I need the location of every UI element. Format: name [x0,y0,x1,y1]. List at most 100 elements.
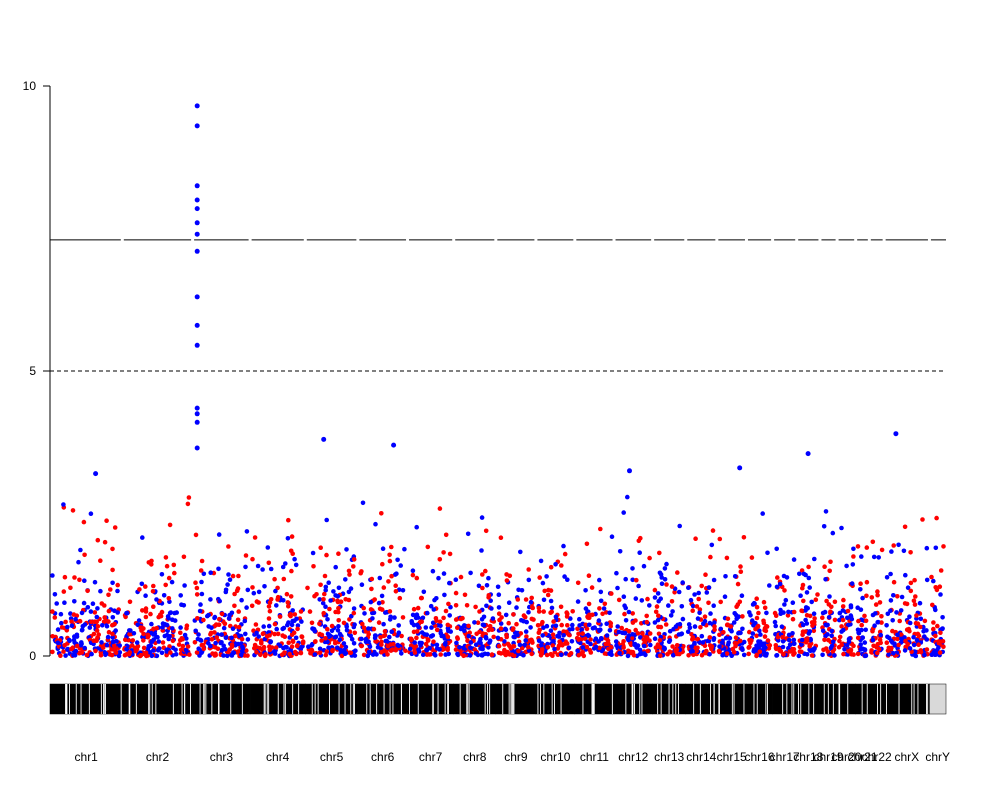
snp-point-chr15 [738,564,743,569]
track-band-chr15 [743,684,745,714]
snp-point-chr2 [185,644,191,649]
snp-point-chr1 [102,539,108,545]
track-band-chr10 [543,684,545,714]
snp-point-chr1 [117,650,123,655]
snp-point-chr12 [625,494,630,500]
track-band-chr10 [554,684,555,714]
snp-point-chr12 [623,576,628,582]
snp-point-chrX [912,652,918,658]
snp-point-chr12 [648,642,653,648]
snp-point-chr16 [750,602,756,607]
snp-point-chr15 [725,616,731,622]
snp-point-chr4 [255,563,261,569]
line-gap-5 [406,238,410,241]
snp-point-chr16 [762,605,768,611]
snp-point-chr3 [208,597,213,602]
snp-point-chr5 [322,591,327,597]
snp-point-chr3 [223,635,229,640]
track-band-chr5 [344,684,346,714]
snp-point-chr18 [813,597,819,602]
snp-point-chr5 [331,589,336,594]
snp-point-chr9 [507,573,513,579]
snp-point-chr5 [327,633,333,639]
line-gap-19 [854,238,858,241]
snp-point-chr15 [726,640,731,645]
snp-point-chr9 [503,612,509,618]
snp-point-chr19 [828,559,833,565]
snp-point-chr5 [322,573,328,579]
snp-point-chr19 [822,564,827,569]
snp-point-chr4 [272,576,277,582]
snp-point-chr12 [635,643,641,648]
snp-point-notable [805,451,811,457]
snp-point-chr15 [738,630,743,636]
snp-point-chr18 [796,653,802,659]
snp-point-chr5 [312,593,317,599]
chromosome-label-chrY: chrY [925,750,950,764]
snp-point-chr13 [676,632,682,637]
snp-point-chr6 [403,648,408,654]
snp-point-chr10 [545,592,551,598]
track-band-chr1 [80,684,82,714]
snp-point-chr8 [484,583,490,588]
snp-point-chr20 [849,616,855,622]
track-band-chr1 [69,684,70,714]
snp-point-chr6 [387,558,393,564]
snp-point-chr13 [667,649,672,654]
snp-point-chr6 [361,652,367,658]
snp-point-chr4 [299,634,305,640]
snp-point-chr15 [731,620,737,625]
snp-point-chr15 [740,647,745,653]
snp-point-chr14 [698,625,703,630]
chromosome-label-chr6: chr6 [371,750,395,764]
snp-point-chrX [902,648,908,653]
snp-point-notable [194,123,200,129]
snp-point-chr17 [779,624,785,629]
snp-point-chr14 [695,636,701,642]
y-tick-label-0: 0 [29,649,36,663]
snp-point-chr6 [389,573,394,579]
snp-point-chr3 [234,588,240,594]
snp-point-chr10 [559,622,564,628]
track-band-chr7 [437,684,439,714]
snp-point-chr2 [149,653,155,659]
snp-point-chr20 [840,604,846,609]
snp-point-chr14 [690,608,695,613]
snp-point-chr1 [61,589,67,594]
snp-point-chr8 [453,577,459,582]
snp-point-chr14 [692,624,698,629]
snp-point-chr7 [442,592,447,598]
snp-point-chr3 [198,602,203,607]
snp-point-chr9 [524,634,529,639]
snp-point-chr9 [519,588,525,593]
track-band-chr6 [369,684,371,714]
snp-point-chr5 [352,653,358,658]
snp-point-chr4 [286,640,292,645]
snp-point-chr18 [799,568,805,573]
snp-point-chr3 [221,625,227,631]
snp-point-chr17 [782,588,787,593]
snp-point-chr15 [738,569,744,574]
snp-point-chr21 [864,545,870,550]
snp-point-chr13 [652,620,658,625]
snp-point-chr15 [739,593,745,598]
snp-point-chr3 [229,635,234,641]
track-band-chr10 [560,684,562,714]
snp-point-chr6 [383,610,388,615]
snp-point-chr14 [690,635,696,640]
chromosome-label-chr20: chr20 [831,750,861,764]
track-band-chr8 [489,684,491,714]
snp-point-chr5 [306,644,311,649]
snp-point-chr12 [622,630,628,636]
snp-point-chr17 [790,600,796,605]
snp-point-chr2 [160,625,165,630]
snp-point-chr21 [859,554,864,559]
line-gap-2 [248,238,252,241]
snp-point-chrX [889,645,894,651]
snp-point-chr7 [416,649,422,654]
snp-point-chr7 [448,629,454,634]
snp-point-chr18 [815,592,820,597]
track-chrX [883,683,930,715]
snp-point-chr2 [127,599,133,605]
snp-point-chr3 [209,637,215,642]
